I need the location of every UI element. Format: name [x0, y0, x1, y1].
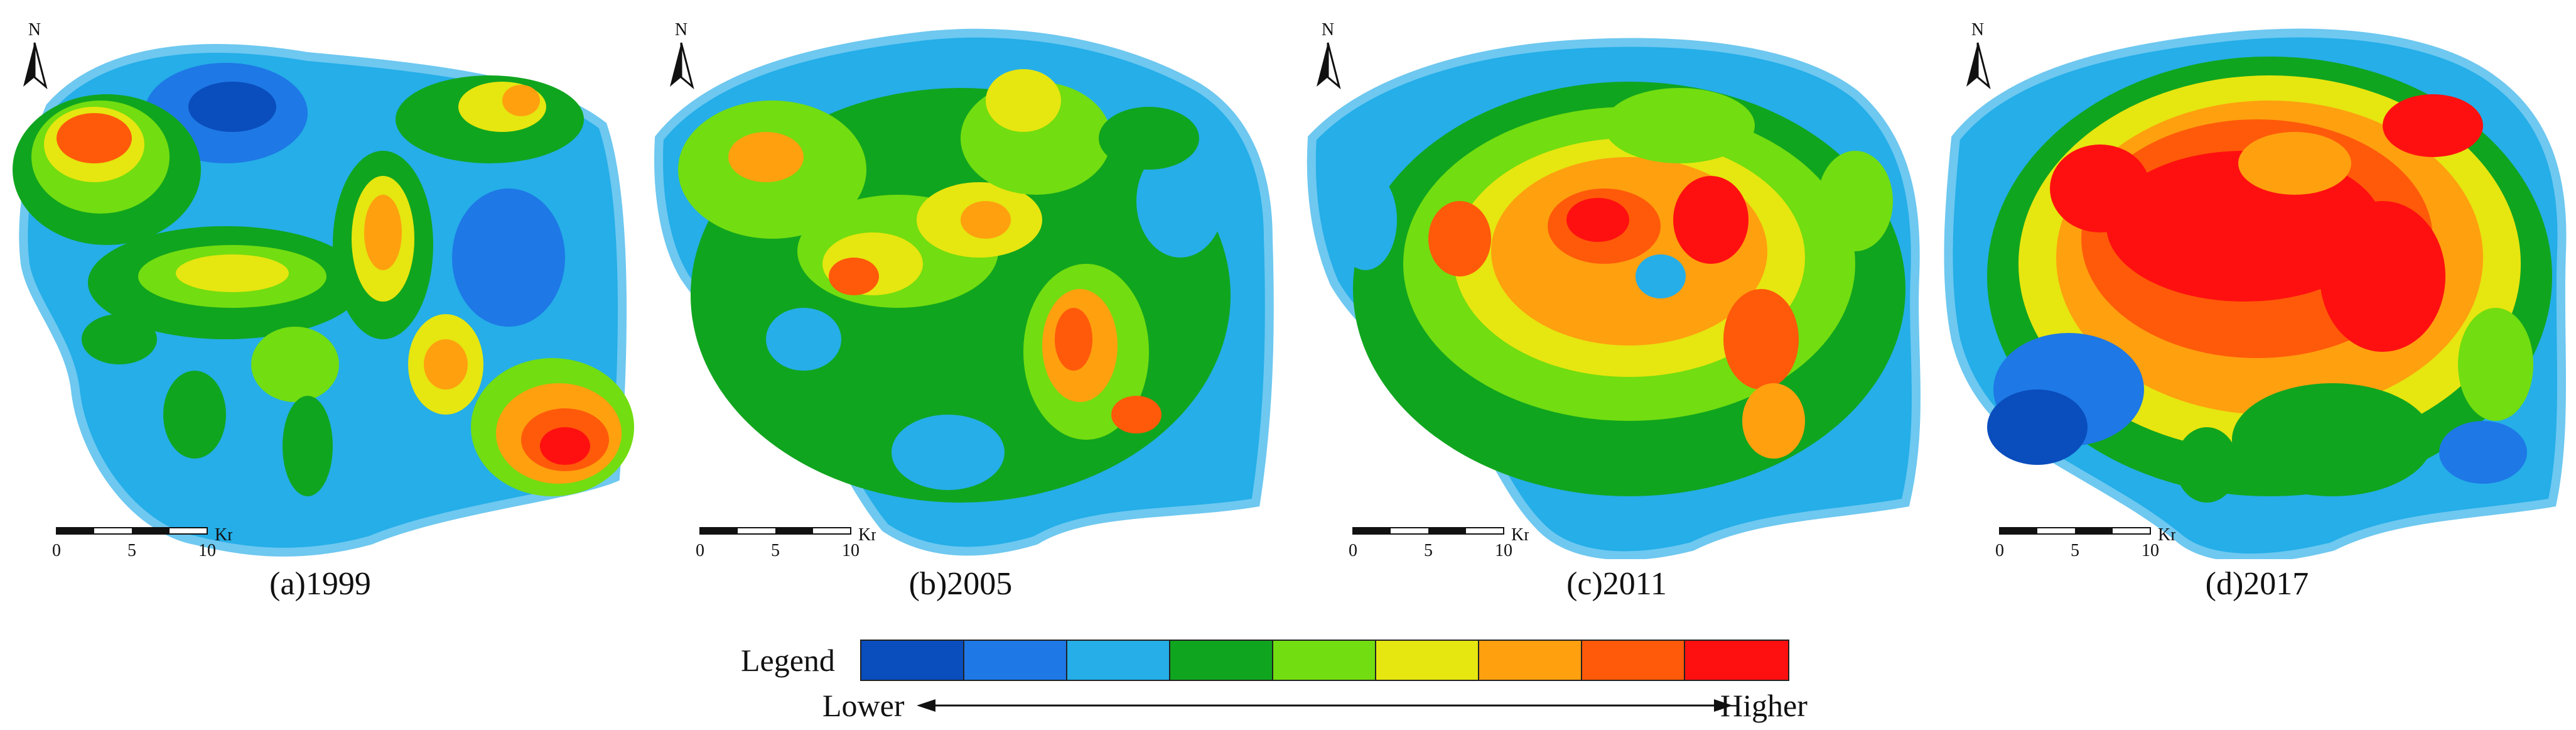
scale-tick-5: 5 — [2071, 541, 2079, 560]
legend-high-label: Higher — [1720, 688, 1808, 723]
scale-tick-10: 10 — [2142, 541, 2159, 560]
scale-tick-10: 10 — [198, 541, 216, 560]
svg-text:N: N — [1322, 20, 1334, 40]
panel-caption: (c)2011 — [1566, 566, 1667, 602]
scale-tick-5: 5 — [1424, 541, 1433, 560]
svg-text:N: N — [675, 20, 687, 40]
map-panel-1999 — [13, 44, 634, 557]
legend-color-ramp — [860, 640, 1789, 681]
scale-bar: 0 5 10 Km — [696, 525, 876, 560]
north-arrow-icon: N — [1317, 20, 1341, 90]
scale-tick-10: 10 — [1495, 541, 1512, 560]
legend-swatch-3 — [1067, 641, 1170, 680]
scale-tick-0: 0 — [1349, 541, 1357, 560]
legend-title: Legend — [741, 643, 835, 678]
density-patches — [678, 69, 1231, 503]
map-panel-2005 — [654, 28, 1274, 556]
scale-tick-0: 0 — [52, 541, 61, 560]
panel-caption: (d)2017 — [2205, 566, 2309, 602]
scale-tick-0: 0 — [696, 541, 704, 560]
scale-bar: 0 5 10 Km — [1995, 525, 2175, 560]
density-patches — [1987, 57, 2552, 503]
scale-tick-5: 5 — [127, 541, 136, 560]
density-patches — [13, 63, 634, 496]
svg-text:N: N — [1971, 20, 1984, 40]
scale-tick-10: 10 — [842, 541, 860, 560]
legend-swatch-5 — [1273, 641, 1376, 680]
panel-caption: (a)1999 — [269, 566, 371, 602]
scale-unit: Km — [858, 525, 876, 545]
scale-tick-0: 0 — [1995, 541, 2004, 560]
legend-low-label: Lower — [822, 688, 905, 723]
legend-swatch-9 — [1685, 641, 1788, 680]
legend-swatch-7 — [1479, 641, 1582, 680]
legend-swatch-4 — [1170, 641, 1273, 680]
double-arrow-icon — [917, 699, 1733, 712]
map-panel-2017 — [1944, 28, 2567, 559]
map-panel-2011 — [1307, 38, 1921, 559]
density-patches — [1334, 82, 1905, 496]
north-arrow-icon: N — [23, 20, 48, 90]
legend-swatch-8 — [1582, 641, 1685, 680]
scale-unit: Km — [1511, 525, 1529, 545]
scale-unit: Km — [2158, 525, 2175, 545]
scale-bar: 0 5 10 Km — [52, 525, 232, 560]
north-arrow-icon: N — [1966, 20, 1991, 90]
north-arrow-icon: N — [670, 20, 694, 90]
legend-swatch-6 — [1376, 641, 1479, 680]
svg-text:N: N — [28, 20, 41, 40]
scale-bar: 0 5 10 Km — [1349, 525, 1529, 560]
scale-unit: Km — [215, 525, 232, 545]
scale-tick-5: 5 — [771, 541, 780, 560]
legend-swatch-1 — [861, 641, 964, 680]
panel-caption: (b)2005 — [908, 566, 1013, 602]
legend-swatch-2 — [964, 641, 1067, 680]
